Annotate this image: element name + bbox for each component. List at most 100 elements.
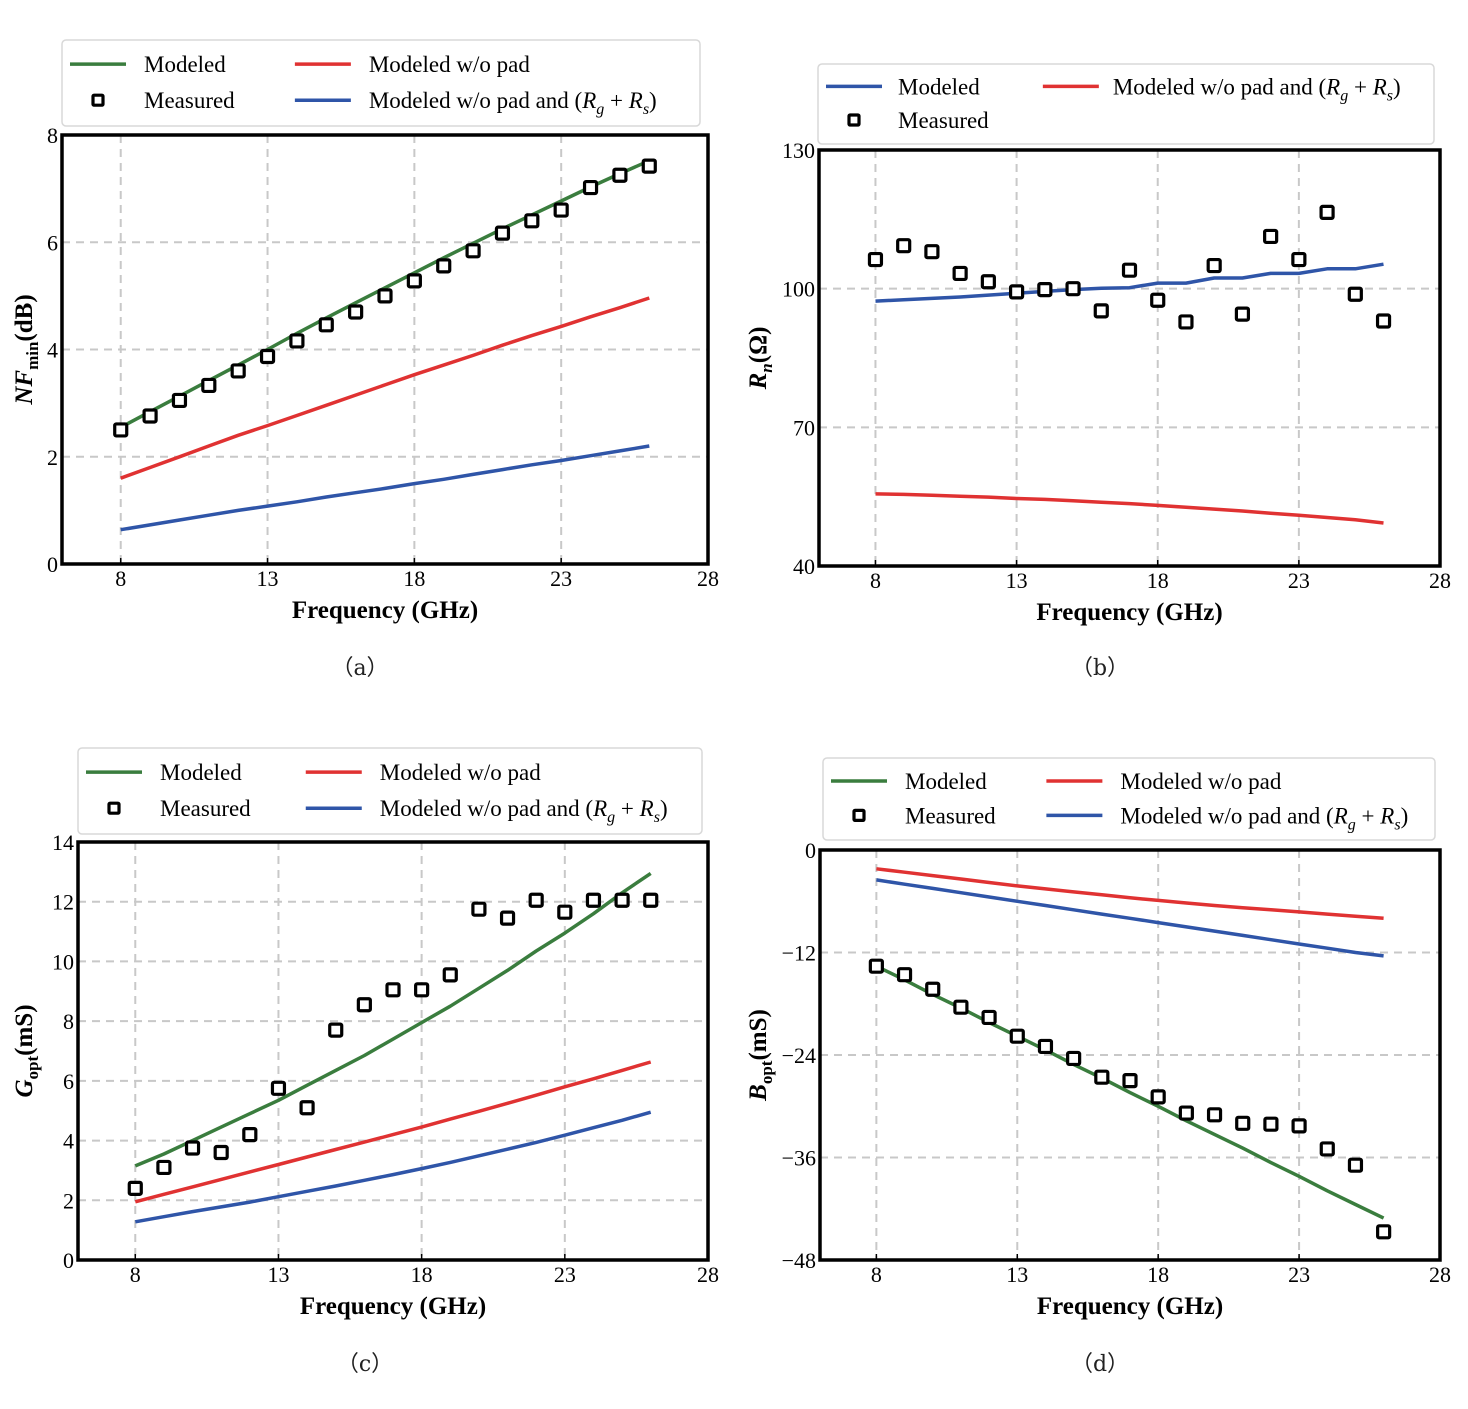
x-tick-label: 13: [1006, 568, 1028, 593]
y-tick-label: 2: [63, 1188, 74, 1213]
data-point-measured: [1009, 1028, 1025, 1044]
data-point-measured: [1206, 1107, 1223, 1123]
series-line-modeled_wo_pad_rgrs: [876, 878, 1384, 958]
x-tick-label: 28: [697, 1262, 719, 1287]
plot-frame: [76, 840, 710, 1262]
grid: [820, 850, 1440, 1260]
series-line-modeled: [134, 871, 652, 1168]
data-point-measured: [436, 258, 452, 274]
legend-frame: [77, 747, 703, 835]
data-point-measured: [612, 167, 628, 183]
y-tick-label: −48: [782, 1248, 816, 1273]
data-point-measured: [494, 225, 511, 241]
series-markers-measured: [868, 958, 1392, 1240]
y-tick-label: 8: [63, 1009, 74, 1034]
series-line-modeled_wo_pad_rgrs: [120, 444, 650, 532]
data-point-measured: [1263, 228, 1279, 245]
data-point-measured: [1066, 1050, 1082, 1067]
y-tick-label: 2: [47, 445, 58, 470]
x-axis-label: Frequency (GHz): [1037, 1293, 1223, 1320]
legend-label-modeled: Modeled: [160, 760, 242, 785]
data-point-measured: [1347, 1157, 1364, 1173]
data-point-measured: [171, 392, 188, 409]
x-tick-label: 28: [1429, 1262, 1451, 1287]
data-point-measured: [1234, 306, 1251, 322]
data-point-measured: [289, 333, 305, 349]
x-tick-label: 23: [1288, 568, 1310, 593]
data-point-measured: [213, 1144, 229, 1161]
data-point-measured: [356, 997, 372, 1013]
y-axis-label: Rn(Ω): [745, 327, 776, 391]
data-point-measured: [614, 892, 630, 908]
caption-d: （d）: [1070, 1352, 1130, 1377]
data-point-measured: [442, 967, 458, 983]
data-point-measured: [1319, 204, 1335, 220]
y-tick-label: 4: [47, 338, 58, 363]
y-tick-label: −12: [782, 941, 816, 966]
legend-label-measured: Measured: [905, 803, 996, 828]
data-point-measured: [142, 408, 158, 424]
y-tick-label: 0: [805, 838, 816, 863]
legend-swatch-measured: [91, 93, 105, 107]
y-tick-label: 0: [63, 1248, 74, 1273]
panel-d: 8 13 18 23 28 −48 −36 −24 −12 0 Frequency (GHz) Bop…: [734, 700, 1468, 1404]
plot-frame: [817, 148, 1442, 568]
x-tick-label: 18: [1147, 568, 1169, 593]
data-point-measured: [471, 901, 487, 917]
data-point-measured: [299, 1100, 315, 1116]
y-tick-label: 40: [793, 554, 815, 579]
legend-label-modeled-wo-pad: Modeled w/o pad: [1120, 769, 1281, 794]
legend-label-modeled: Modeled: [898, 74, 980, 99]
y-axis-label: Gopt(mS): [11, 1004, 42, 1097]
x-axis-label: Frequency (GHz): [292, 597, 478, 624]
data-point-measured: [867, 251, 884, 268]
data-point-measured: [414, 982, 430, 998]
series-line-modeled_wo_pad: [876, 867, 1384, 921]
data-point-measured: [1376, 1224, 1392, 1240]
y-tick-label: 0: [47, 552, 58, 577]
data-point-measured: [113, 422, 129, 438]
data-point-measured: [980, 274, 996, 290]
data-point-measured: [1150, 1089, 1166, 1105]
x-tick-label: 8: [870, 568, 881, 593]
data-point-measured: [1178, 314, 1194, 330]
legend: Modeled Measured Modeled w/o pad Modeled w/…: [61, 39, 701, 127]
data-point-measured: [348, 304, 364, 320]
y-tick-label: 6: [63, 1069, 74, 1094]
data-point-measured: [328, 1022, 344, 1038]
data-point-measured: [1093, 303, 1109, 319]
panel-c: 8 13 18 23 28 0 2 4 6 8 10 12 14 Frequency (GHz) Gopt(…: [0, 700, 734, 1404]
y-tick-label: 6: [47, 230, 58, 255]
legend-label-measured: Measured: [144, 88, 235, 113]
data-point-measured: [1206, 257, 1222, 274]
legend-label-measured: Measured: [898, 108, 989, 133]
legend-swatch-measured: [847, 113, 861, 127]
series-line-modeled_wo_pad_rgrs: [875, 262, 1384, 303]
legend-label-modeled: Modeled: [144, 52, 226, 77]
data-point-measured: [242, 1127, 258, 1143]
y-tick-label: 100: [782, 277, 815, 302]
data-point-measured: [1263, 1116, 1279, 1132]
y-axis-label: Bopt(mS): [745, 1009, 776, 1102]
data-point-measured: [1347, 286, 1363, 302]
data-point-measured: [528, 892, 544, 908]
data-point-measured: [270, 1080, 287, 1096]
grid: [78, 842, 708, 1260]
x-tick-label: 13: [267, 1262, 289, 1287]
caption-b: （b）: [1070, 656, 1130, 681]
plot-frame: [60, 133, 710, 566]
data-point-measured: [1319, 1141, 1335, 1157]
data-point-measured: [259, 348, 276, 365]
x-tick-label: 13: [257, 566, 279, 591]
data-point-measured: [1291, 1118, 1307, 1134]
series-line-modeled: [875, 964, 1385, 1220]
y-tick-label: 14: [52, 830, 74, 855]
series-markers-measured: [113, 158, 657, 438]
data-point-measured: [1037, 281, 1053, 298]
x-tick-label: 23: [554, 1262, 576, 1287]
data-point-measured: [868, 958, 884, 974]
data-point-measured: [557, 904, 573, 920]
x-axis-label: Frequency (GHz): [1036, 599, 1222, 626]
legend-label-modeled-wo-pad-rgrs: Modeled w/o pad and (Rg + Rs): [1113, 74, 1401, 104]
series-markers-measured: [867, 204, 1392, 330]
